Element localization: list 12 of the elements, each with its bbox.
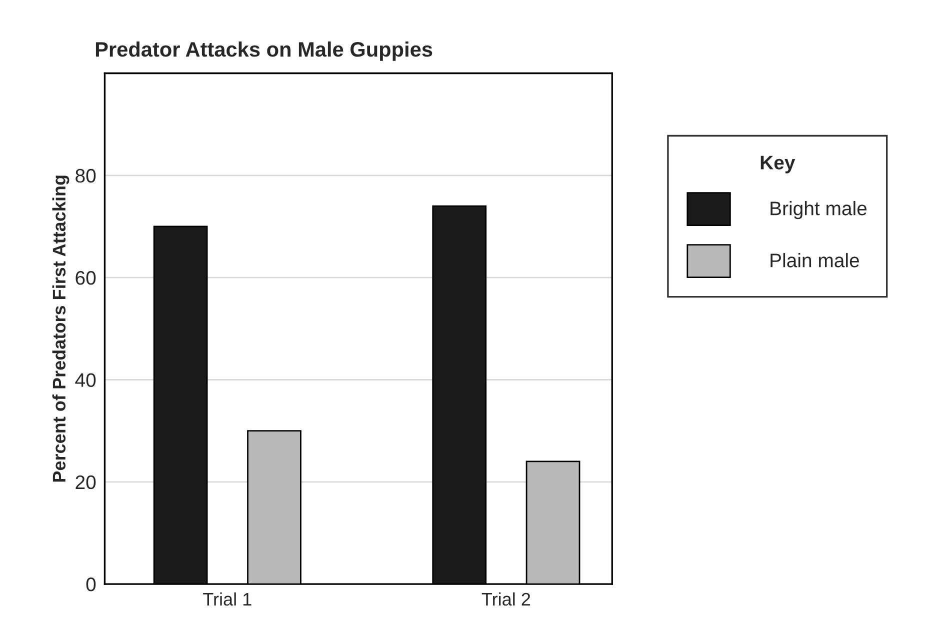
legend-title: Key <box>760 156 796 174</box>
y-axis-title: Percent of Predators First Attacking <box>52 176 70 482</box>
legend-label: Bright male <box>770 201 867 220</box>
x-tick-label: Trial 2 <box>482 592 530 606</box>
legend-label: Plain male <box>770 253 859 268</box>
y-tick-label: 80 <box>76 168 96 183</box>
chart-title: Predator Attacks on Male Guppies <box>96 41 432 61</box>
y-tick-label: 40 <box>75 373 96 387</box>
y-tick-label: 0 <box>86 578 96 592</box>
y-tick-label: 60 <box>76 271 96 285</box>
y-tick-label: 20 <box>76 475 96 490</box>
x-tick-label: Trial 1 <box>203 592 252 606</box>
